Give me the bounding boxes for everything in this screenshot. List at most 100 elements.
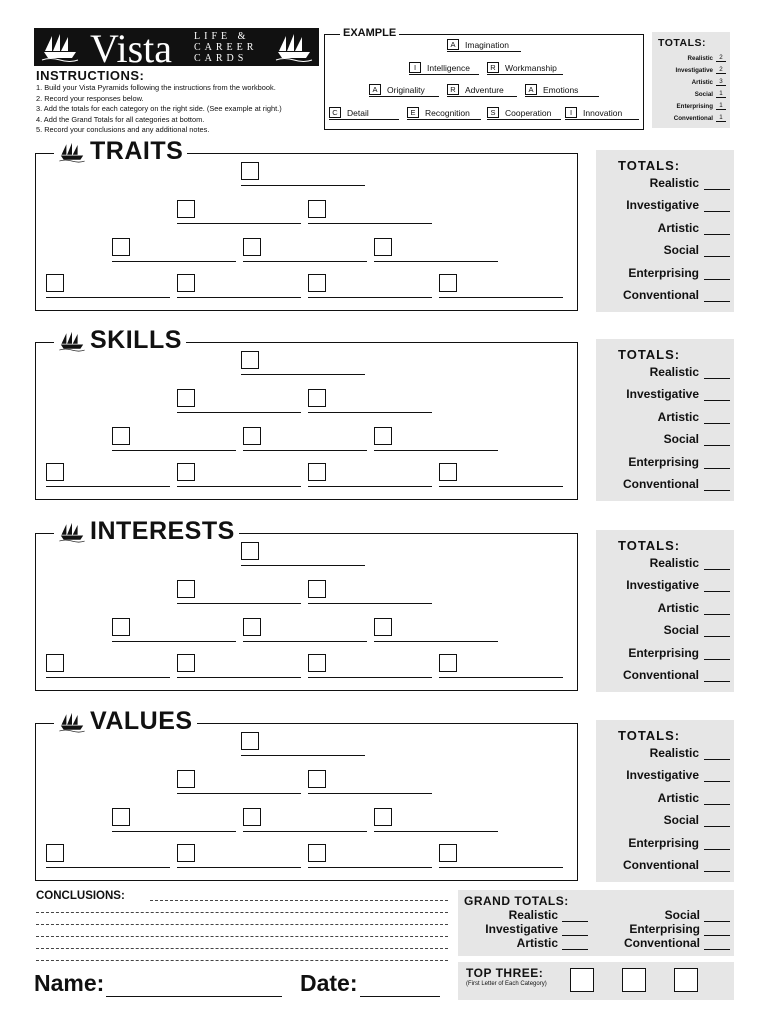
pyramid-checkbox[interactable] (46, 844, 64, 862)
pyramid-cell[interactable] (112, 618, 236, 642)
pyramid-checkbox[interactable] (177, 274, 195, 292)
pyramid-checkbox[interactable] (46, 654, 64, 672)
total-field[interactable] (704, 625, 730, 638)
grand-total-field[interactable] (562, 939, 588, 950)
pyramid-checkbox[interactable] (112, 808, 130, 826)
total-field[interactable] (704, 815, 730, 828)
total-field[interactable] (704, 178, 730, 190)
pyramid-cell[interactable] (112, 427, 236, 451)
pyramid-checkbox[interactable] (243, 238, 261, 256)
total-field[interactable] (704, 367, 730, 379)
pyramid-checkbox[interactable] (112, 238, 130, 256)
total-field[interactable] (704, 245, 730, 258)
pyramid-cell[interactable] (46, 463, 170, 487)
pyramid-cell[interactable] (46, 274, 170, 298)
pyramid-checkbox[interactable] (177, 580, 195, 598)
pyramid-checkbox[interactable] (439, 274, 457, 292)
pyramid-cell[interactable] (177, 463, 301, 487)
pyramid-cell[interactable] (243, 238, 367, 262)
grand-total-field[interactable] (704, 939, 730, 950)
pyramid-cell[interactable] (243, 427, 367, 451)
total-field[interactable] (704, 838, 730, 850)
pyramid-cell[interactable] (243, 808, 367, 832)
conclusions-line[interactable] (150, 900, 448, 901)
pyramid-checkbox[interactable] (243, 808, 261, 826)
total-field[interactable] (704, 580, 730, 593)
total-field[interactable] (704, 268, 730, 280)
pyramid-checkbox[interactable] (374, 238, 392, 256)
pyramid-checkbox[interactable] (241, 542, 259, 560)
pyramid-cell[interactable] (374, 618, 498, 642)
grand-total-field[interactable] (704, 911, 730, 922)
total-field[interactable] (704, 793, 730, 805)
pyramid-cell[interactable] (241, 542, 365, 566)
pyramid-cell[interactable] (112, 238, 236, 262)
total-field[interactable] (704, 434, 730, 447)
total-field[interactable] (704, 389, 730, 402)
total-field[interactable] (704, 603, 730, 615)
pyramid-checkbox[interactable] (374, 427, 392, 445)
pyramid-cell[interactable] (177, 580, 301, 604)
pyramid-cell[interactable] (241, 351, 365, 375)
pyramid-checkbox[interactable] (177, 463, 195, 481)
grand-total-field[interactable] (704, 925, 730, 936)
pyramid-checkbox[interactable] (308, 389, 326, 407)
pyramid-checkbox[interactable] (46, 463, 64, 481)
pyramid-checkbox[interactable] (241, 732, 259, 750)
pyramid-cell[interactable] (308, 844, 432, 868)
pyramid-cell[interactable] (308, 389, 432, 413)
total-field[interactable] (704, 479, 730, 491)
pyramid-cell[interactable] (241, 732, 365, 756)
date-input[interactable] (359, 975, 440, 997)
pyramid-checkbox[interactable] (308, 844, 326, 862)
pyramid-cell[interactable] (374, 238, 498, 262)
pyramid-checkbox[interactable] (177, 389, 195, 407)
pyramid-checkbox[interactable] (308, 274, 326, 292)
pyramid-checkbox[interactable] (374, 808, 392, 826)
pyramid-cell[interactable] (308, 463, 432, 487)
pyramid-cell[interactable] (308, 654, 432, 678)
pyramid-cell[interactable] (439, 844, 563, 868)
pyramid-checkbox[interactable] (241, 162, 259, 180)
pyramid-checkbox[interactable] (112, 618, 130, 636)
pyramid-cell[interactable] (241, 162, 365, 186)
pyramid-cell[interactable] (177, 200, 301, 224)
pyramid-cell[interactable] (177, 389, 301, 413)
conclusions-line[interactable] (36, 960, 448, 961)
pyramid-checkbox[interactable] (308, 770, 326, 788)
pyramid-cell[interactable] (177, 844, 301, 868)
pyramid-cell[interactable] (46, 844, 170, 868)
pyramid-checkbox[interactable] (241, 351, 259, 369)
grand-total-field[interactable] (562, 925, 588, 936)
top-three-box[interactable] (674, 968, 698, 992)
pyramid-checkbox[interactable] (374, 618, 392, 636)
total-field[interactable] (704, 748, 730, 760)
pyramid-checkbox[interactable] (177, 200, 195, 218)
total-field[interactable] (704, 457, 730, 469)
conclusions-line[interactable] (36, 924, 448, 925)
pyramid-checkbox[interactable] (243, 427, 261, 445)
top-three-box[interactable] (622, 968, 646, 992)
conclusions-line[interactable] (36, 912, 448, 913)
pyramid-cell[interactable] (439, 654, 563, 678)
total-field[interactable] (704, 558, 730, 570)
pyramid-cell[interactable] (308, 770, 432, 794)
total-field[interactable] (704, 200, 730, 213)
pyramid-cell[interactable] (308, 274, 432, 298)
pyramid-cell[interactable] (439, 274, 563, 298)
conclusions-line[interactable] (36, 936, 448, 937)
pyramid-cell[interactable] (177, 654, 301, 678)
pyramid-cell[interactable] (374, 808, 498, 832)
total-field[interactable] (704, 860, 730, 872)
pyramid-checkbox[interactable] (308, 463, 326, 481)
pyramid-checkbox[interactable] (243, 618, 261, 636)
total-field[interactable] (704, 290, 730, 302)
pyramid-cell[interactable] (439, 463, 563, 487)
top-three-box[interactable] (570, 968, 594, 992)
total-field[interactable] (704, 648, 730, 660)
pyramid-cell[interactable] (177, 770, 301, 794)
pyramid-cell[interactable] (243, 618, 367, 642)
pyramid-checkbox[interactable] (439, 844, 457, 862)
total-field[interactable] (704, 670, 730, 682)
total-field[interactable] (704, 770, 730, 783)
